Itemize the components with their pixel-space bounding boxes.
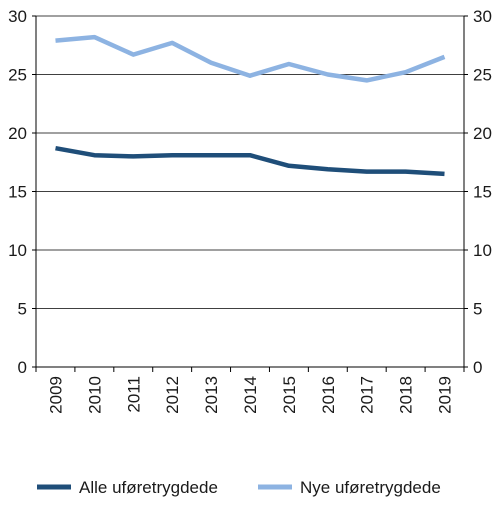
x-tick-label: 2014 — [241, 376, 260, 414]
series-lines — [55, 34, 446, 177]
y-tick-label-right: 5 — [473, 300, 482, 319]
x-tick-label: 2016 — [319, 376, 338, 414]
y-tick-label-left: 15 — [8, 183, 27, 202]
x-tick-label: 2009 — [46, 376, 65, 414]
right-y-axis-ticks: 0 5 10 15 20 25 30 — [473, 7, 492, 377]
x-tick-label: 2011 — [124, 376, 143, 413]
x-tick-label: 2012 — [163, 376, 182, 414]
y-tick-label-right: 0 — [473, 358, 482, 377]
y-tick-label-right: 25 — [473, 66, 492, 85]
y-tick-label-left: 0 — [18, 358, 27, 377]
y-tick-label-left: 25 — [8, 66, 27, 85]
y-tick-label-left: 20 — [8, 124, 27, 143]
axes — [32, 15, 468, 372]
y-tick-label-left: 30 — [8, 7, 27, 26]
legend: Alle uføretrygdede Nye uføretrygdede — [37, 478, 441, 497]
x-tick-label: 2010 — [85, 376, 104, 414]
left-y-axis-ticks: 0 5 10 15 20 25 30 — [8, 7, 27, 377]
y-tick-label-right: 30 — [473, 7, 492, 26]
grid-lines — [36, 15, 464, 368]
y-tick-label-left: 10 — [8, 241, 27, 260]
x-tick-label: 2015 — [280, 376, 299, 414]
legend-label: Alle uføretrygdede — [79, 478, 218, 497]
x-tick-label: 2019 — [436, 376, 455, 414]
x-tick-label: 2013 — [202, 376, 221, 414]
series-line-2 — [55, 34, 446, 83]
legend-label: Nye uføretrygdede — [300, 478, 441, 497]
series-line-1 — [55, 145, 445, 177]
x-tick-label: 2018 — [397, 376, 416, 414]
y-tick-label-right: 10 — [473, 241, 492, 260]
y-tick-label-left: 5 — [18, 300, 27, 319]
y-tick-label-right: 15 — [473, 183, 492, 202]
x-tick-label: 2017 — [358, 376, 377, 414]
y-tick-label-right: 20 — [473, 124, 492, 143]
x-axis-ticks: 2009 2010 2011 2012 2013 2014 2015 2016 2017 2018… — [46, 376, 454, 414]
